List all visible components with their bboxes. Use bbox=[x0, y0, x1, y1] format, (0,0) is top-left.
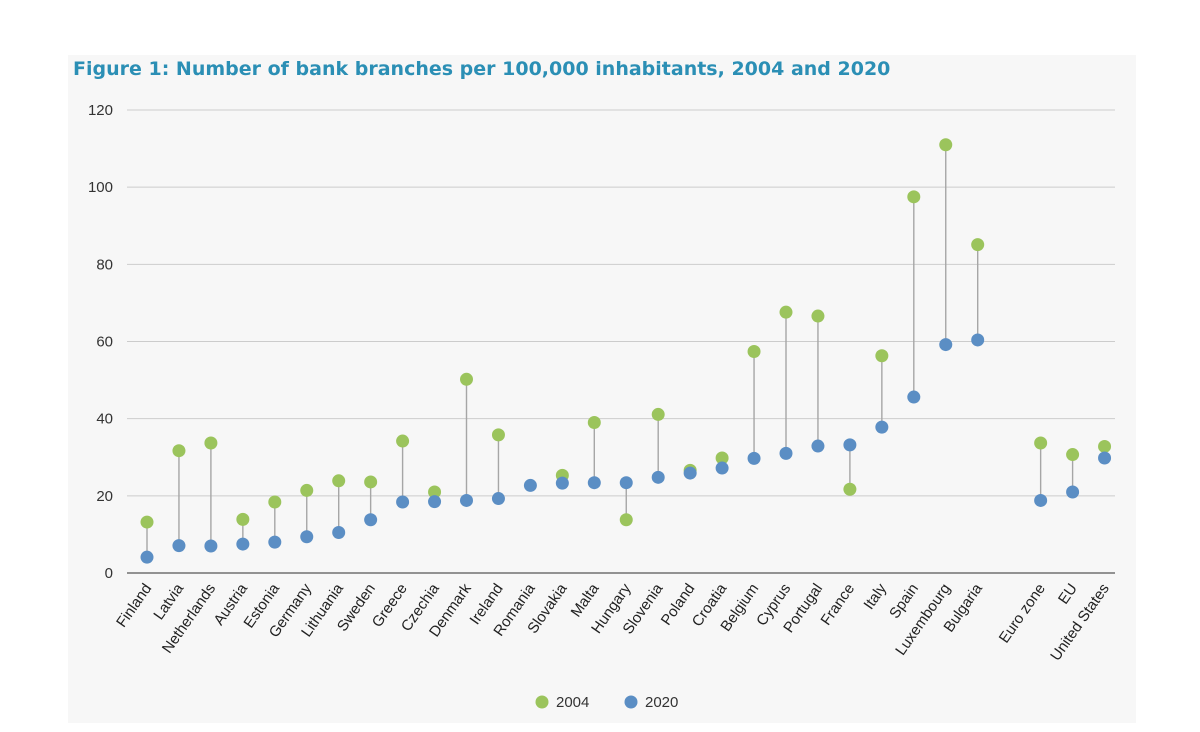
point-2004 bbox=[300, 483, 314, 497]
point-2020 bbox=[843, 438, 857, 452]
point-2004 bbox=[491, 428, 505, 442]
point-2020 bbox=[428, 495, 442, 509]
point-2004 bbox=[907, 190, 921, 204]
point-2020 bbox=[747, 451, 761, 465]
legend-label-2004: 2004 bbox=[556, 694, 589, 711]
point-2020 bbox=[1098, 451, 1112, 465]
y-tick-label: 100 bbox=[88, 179, 113, 196]
point-2020 bbox=[939, 338, 953, 352]
point-2004 bbox=[268, 495, 282, 509]
point-2004 bbox=[204, 436, 218, 450]
x-category-label: France bbox=[817, 581, 858, 629]
point-2004 bbox=[939, 138, 953, 152]
point-2004 bbox=[396, 434, 410, 448]
legend-marker-2004 bbox=[535, 695, 549, 709]
point-2004 bbox=[843, 482, 857, 496]
y-tick-label: 120 bbox=[88, 102, 113, 119]
point-2020 bbox=[811, 439, 825, 453]
legend-marker-2020 bbox=[624, 695, 638, 709]
y-axis-ticks: 0 20 40 60 80 100 120 bbox=[88, 102, 113, 582]
point-2020 bbox=[619, 476, 633, 490]
point-2020 bbox=[460, 493, 473, 507]
x-axis-categories: FinlandLatviaNetherlandsAustriaEstoniaGe… bbox=[113, 580, 1113, 664]
point-2020 bbox=[396, 495, 410, 509]
x-category-label: Italy bbox=[860, 580, 890, 613]
point-2020 bbox=[651, 470, 665, 484]
point-2004 bbox=[364, 475, 378, 489]
point-2020 bbox=[907, 390, 921, 404]
point-2020 bbox=[1034, 493, 1048, 507]
point-2020 bbox=[300, 530, 314, 544]
point-2020 bbox=[971, 333, 985, 347]
point-2020 bbox=[715, 461, 729, 475]
x-category-label: Euro zone bbox=[996, 581, 1049, 647]
point-2020 bbox=[587, 476, 601, 490]
data-points bbox=[140, 138, 1112, 564]
point-2004 bbox=[1098, 439, 1112, 453]
point-2020 bbox=[332, 525, 346, 539]
point-2004 bbox=[651, 407, 665, 421]
legend: 2004 2020 bbox=[535, 694, 678, 711]
point-2020 bbox=[236, 537, 250, 551]
point-2004 bbox=[140, 515, 154, 529]
point-2020 bbox=[364, 513, 378, 527]
point-2020 bbox=[683, 466, 697, 480]
point-2020 bbox=[875, 420, 889, 434]
point-2004 bbox=[172, 444, 186, 458]
chart-title: Figure 1: Number of bank branches per 10… bbox=[73, 58, 891, 80]
point-2004 bbox=[1066, 448, 1080, 462]
point-2020 bbox=[268, 535, 282, 549]
y-tick-label: 40 bbox=[96, 411, 113, 428]
point-2020 bbox=[491, 492, 505, 506]
point-2004 bbox=[747, 345, 761, 359]
point-2004 bbox=[715, 451, 729, 465]
point-2004 bbox=[587, 416, 601, 430]
point-2020 bbox=[555, 476, 569, 490]
point-2020 bbox=[523, 478, 537, 492]
point-2004 bbox=[619, 513, 633, 527]
y-tick-label: 0 bbox=[105, 565, 113, 582]
point-2020 bbox=[140, 550, 154, 564]
x-category-label: EU bbox=[1055, 581, 1081, 608]
point-2004 bbox=[971, 238, 985, 252]
connector-lines bbox=[146, 144, 1106, 558]
point-2020 bbox=[172, 539, 186, 553]
y-tick-label: 60 bbox=[96, 334, 113, 351]
point-2004 bbox=[428, 485, 442, 499]
y-tick-label: 20 bbox=[96, 488, 113, 505]
point-2004 bbox=[875, 349, 889, 363]
point-2020 bbox=[779, 446, 793, 460]
legend-label-2020: 2020 bbox=[645, 694, 678, 711]
point-2004 bbox=[460, 372, 473, 386]
point-2004 bbox=[779, 305, 793, 319]
point-2020 bbox=[1066, 485, 1080, 499]
point-2004 bbox=[1034, 436, 1048, 450]
point-2004 bbox=[811, 309, 825, 323]
x-category-label: Finland bbox=[113, 581, 155, 631]
chart-panel bbox=[68, 55, 1136, 723]
point-2004 bbox=[236, 512, 250, 526]
point-2020 bbox=[204, 539, 218, 553]
point-2004 bbox=[332, 474, 346, 488]
y-tick-label: 80 bbox=[96, 256, 113, 273]
